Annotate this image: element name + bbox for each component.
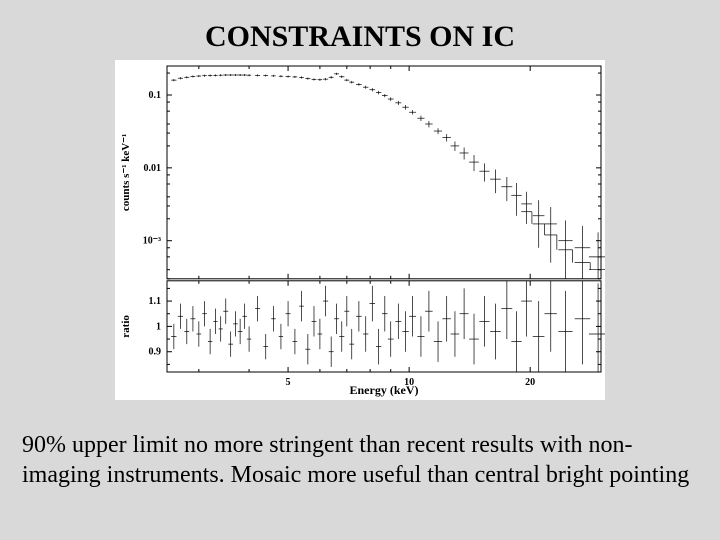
svg-text:0.01: 0.01: [144, 163, 162, 174]
slide-title: CONSTRAINTS ON IC: [0, 20, 720, 54]
spectrum-figure: 51020Energy (keV)10⁻³0.010.1counts s⁻¹ k…: [115, 60, 605, 400]
caption-text: 90% upper limit no more stringent than r…: [22, 430, 692, 490]
svg-text:5: 5: [286, 377, 291, 388]
svg-text:0.9: 0.9: [149, 347, 162, 358]
svg-text:20: 20: [525, 377, 535, 388]
svg-text:Energy (keV): Energy (keV): [350, 383, 419, 397]
svg-text:counts s⁻¹ keV⁻¹: counts s⁻¹ keV⁻¹: [120, 134, 132, 212]
svg-text:1: 1: [156, 321, 161, 332]
svg-text:0.1: 0.1: [149, 90, 162, 101]
spectrum-svg: 51020Energy (keV)10⁻³0.010.1counts s⁻¹ k…: [115, 60, 605, 400]
slide: CONSTRAINTS ON IC 51020Energy (keV)10⁻³0…: [0, 0, 720, 540]
svg-text:ratio: ratio: [120, 315, 132, 338]
svg-text:10⁻³: 10⁻³: [143, 236, 161, 247]
svg-text:1.1: 1.1: [149, 296, 162, 307]
